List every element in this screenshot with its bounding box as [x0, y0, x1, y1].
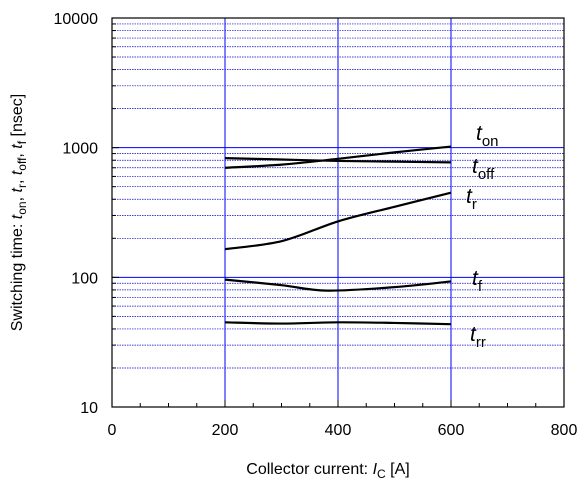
y-tick-label: 10000	[54, 11, 99, 28]
x-axis-label: Collector current: IC [A]	[246, 461, 409, 481]
x-tick-label: 0	[108, 422, 117, 439]
x-tick-label: 200	[212, 422, 239, 439]
series-line-tr	[224, 191, 452, 251]
x-tick-label: 600	[438, 422, 465, 439]
series-line-tf	[224, 278, 452, 292]
x-tick-label: 800	[551, 422, 578, 439]
grid-layer	[112, 18, 564, 407]
y-tick-label: 100	[71, 270, 98, 287]
series-label-tf: tf	[472, 267, 483, 295]
y-tick-label: 1000	[62, 141, 98, 158]
y-axis-label: Switching time: ton, tr, toff, tf [nsec]	[9, 94, 29, 332]
series-line-toff	[224, 157, 452, 164]
series-line-ton	[224, 145, 452, 169]
axis-text: 0 200 400 600 800 10 100 1000 10000 Collector cur…	[9, 11, 577, 481]
series-label-ton: ton	[476, 122, 499, 150]
series-line-trr	[224, 321, 452, 326]
series-label-trr: trr	[470, 323, 486, 351]
y-tick-label: 10	[80, 400, 98, 417]
series-label-tr: tr	[466, 185, 477, 213]
x-tick-label: 400	[325, 422, 352, 439]
axis-ticks	[111, 17, 565, 408]
series-lines	[224, 145, 452, 326]
series-label-toff: toff	[472, 155, 495, 183]
